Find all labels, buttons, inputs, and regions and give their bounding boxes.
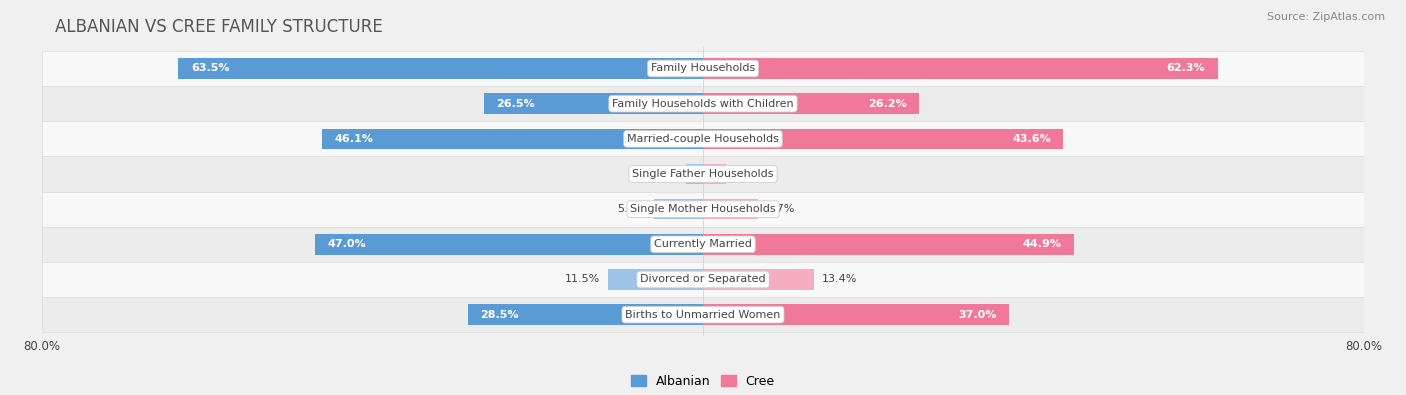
Bar <box>322 129 703 149</box>
Bar <box>654 199 703 219</box>
Text: Single Mother Households: Single Mother Households <box>630 204 776 214</box>
Text: Births to Unmarried Women: Births to Unmarried Women <box>626 310 780 320</box>
Text: Source: ZipAtlas.com: Source: ZipAtlas.com <box>1267 12 1385 22</box>
Bar <box>703 269 814 290</box>
Text: 26.2%: 26.2% <box>869 99 907 109</box>
Text: 46.1%: 46.1% <box>335 134 374 144</box>
Text: 47.0%: 47.0% <box>328 239 366 249</box>
Text: 26.5%: 26.5% <box>496 99 536 109</box>
Bar <box>703 94 920 114</box>
Bar <box>315 234 703 254</box>
Text: 11.5%: 11.5% <box>564 275 600 284</box>
Bar <box>484 94 703 114</box>
Bar <box>703 129 1063 149</box>
Text: 2.0%: 2.0% <box>650 169 678 179</box>
Text: 6.7%: 6.7% <box>766 204 794 214</box>
Bar <box>42 262 1364 297</box>
Text: Currently Married: Currently Married <box>654 239 752 249</box>
Text: Married-couple Households: Married-couple Households <box>627 134 779 144</box>
Bar <box>42 86 1364 121</box>
Bar <box>703 164 725 184</box>
Text: 44.9%: 44.9% <box>1022 239 1062 249</box>
Bar <box>703 58 1218 79</box>
Bar <box>703 234 1074 254</box>
Bar <box>179 58 703 79</box>
Bar <box>686 164 703 184</box>
Bar <box>42 121 1364 156</box>
Bar <box>703 305 1008 325</box>
Bar <box>607 269 703 290</box>
Text: Single Father Households: Single Father Households <box>633 169 773 179</box>
Text: 37.0%: 37.0% <box>957 310 997 320</box>
Bar <box>468 305 703 325</box>
Text: 62.3%: 62.3% <box>1167 64 1205 73</box>
Text: 63.5%: 63.5% <box>191 64 229 73</box>
Bar <box>703 199 758 219</box>
Bar <box>42 297 1364 332</box>
Bar <box>42 227 1364 262</box>
Text: 2.8%: 2.8% <box>734 169 763 179</box>
Text: 28.5%: 28.5% <box>479 310 519 320</box>
Text: 43.6%: 43.6% <box>1012 134 1050 144</box>
Legend: Albanian, Cree: Albanian, Cree <box>626 370 780 393</box>
Text: Family Households with Children: Family Households with Children <box>612 99 794 109</box>
Text: 13.4%: 13.4% <box>823 275 858 284</box>
Bar <box>42 192 1364 227</box>
Text: ALBANIAN VS CREE FAMILY STRUCTURE: ALBANIAN VS CREE FAMILY STRUCTURE <box>55 18 384 36</box>
Bar <box>42 156 1364 192</box>
Text: 5.9%: 5.9% <box>617 204 645 214</box>
Text: Divorced or Separated: Divorced or Separated <box>640 275 766 284</box>
Bar <box>42 51 1364 86</box>
Text: Family Households: Family Households <box>651 64 755 73</box>
